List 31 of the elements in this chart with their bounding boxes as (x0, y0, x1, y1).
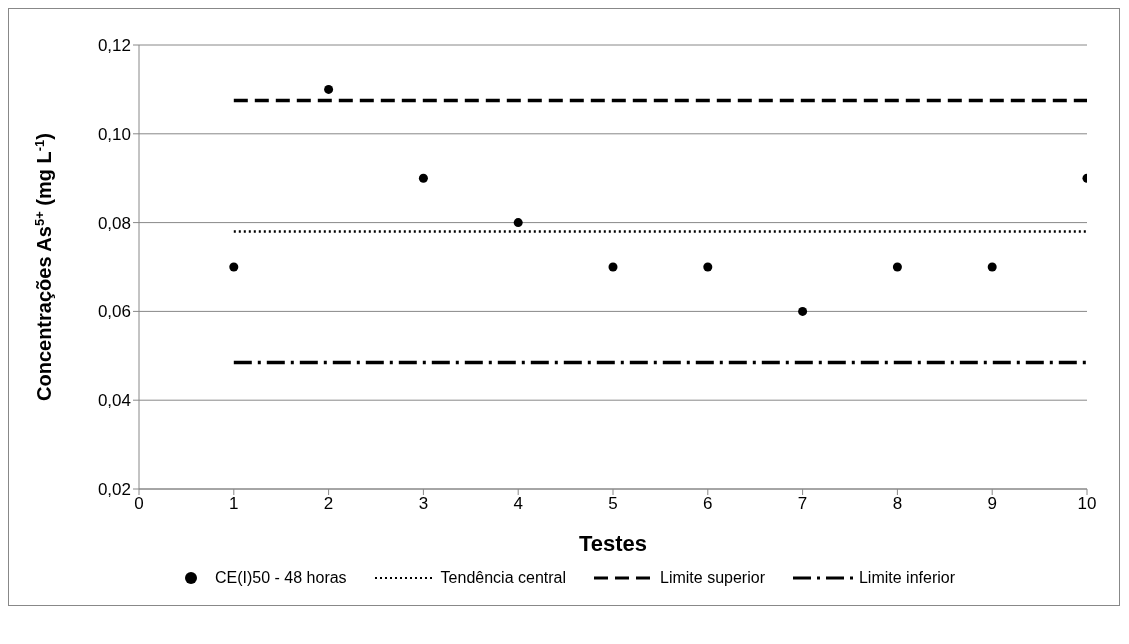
point (703, 262, 713, 272)
legend-label: Tendência central (440, 569, 567, 587)
y-tick-label: 0,08 (97, 213, 131, 233)
x-tick-label: 3 (418, 494, 429, 514)
x-tick-label: 8 (892, 494, 903, 514)
legend-label: Limite inferior (858, 569, 955, 587)
point (987, 262, 997, 272)
x-tick-label: 6 (703, 494, 713, 514)
x-axis-title: Testes (578, 531, 648, 556)
y-tick-label: 0,04 (97, 391, 131, 411)
x-tick-label: 9 (987, 494, 997, 514)
point (608, 262, 618, 272)
y-tick-label: 0,06 (97, 302, 131, 322)
point (892, 262, 902, 272)
y-tick-label: 0,10 (97, 124, 131, 144)
x-tick-label: 4 (513, 494, 523, 514)
point (418, 173, 428, 183)
x-tick-label: 2 (323, 494, 334, 514)
x-tick-label: 0 (134, 494, 144, 514)
x-tick-label: 7 (797, 494, 808, 514)
point (798, 306, 808, 316)
y-tick-label: 0,12 (97, 36, 131, 56)
x-tick-label: 10 (1077, 494, 1097, 514)
point (513, 218, 523, 228)
y-tick-label: 0,02 (97, 480, 131, 500)
x-tick-label: 5 (608, 494, 618, 514)
legend-label: CE(I)50 - 48 horas (215, 569, 347, 587)
legend-label: Limite superior (660, 569, 765, 587)
x-tick-label: 1 (229, 494, 239, 514)
point (229, 262, 239, 272)
point (324, 84, 334, 94)
